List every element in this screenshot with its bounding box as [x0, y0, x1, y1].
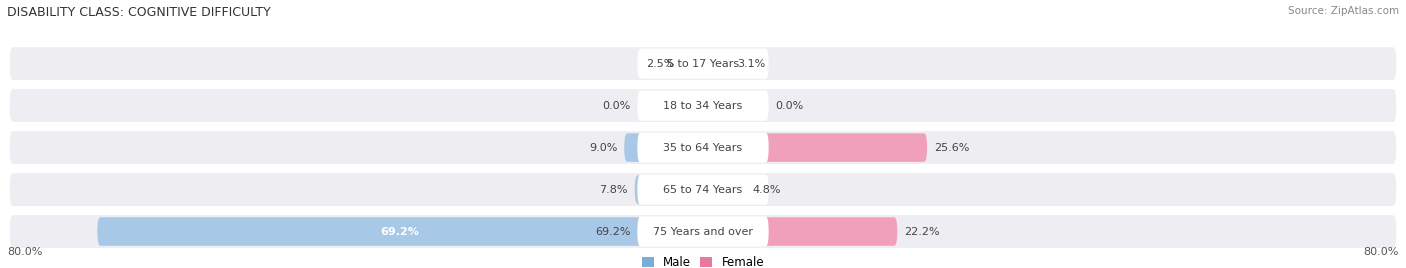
Text: 0.0%: 0.0% — [602, 100, 630, 111]
Text: 25.6%: 25.6% — [934, 143, 970, 152]
Text: 2.5%: 2.5% — [645, 59, 673, 69]
Text: 4.8%: 4.8% — [752, 185, 780, 195]
FancyBboxPatch shape — [10, 47, 1396, 80]
Text: 3.1%: 3.1% — [737, 59, 765, 69]
FancyBboxPatch shape — [637, 217, 769, 247]
FancyBboxPatch shape — [10, 215, 1396, 248]
FancyBboxPatch shape — [703, 49, 730, 78]
Text: 0.0%: 0.0% — [776, 100, 804, 111]
Text: 75 Years and over: 75 Years and over — [652, 226, 754, 237]
Text: DISABILITY CLASS: COGNITIVE DIFFICULTY: DISABILITY CLASS: COGNITIVE DIFFICULTY — [7, 6, 271, 19]
Text: Source: ZipAtlas.com: Source: ZipAtlas.com — [1288, 6, 1399, 16]
Legend: Male, Female: Male, Female — [641, 256, 765, 268]
Text: 22.2%: 22.2% — [904, 226, 941, 237]
FancyBboxPatch shape — [703, 133, 927, 162]
FancyBboxPatch shape — [624, 133, 703, 162]
FancyBboxPatch shape — [97, 217, 703, 246]
Text: 18 to 34 Years: 18 to 34 Years — [664, 100, 742, 111]
FancyBboxPatch shape — [703, 217, 897, 246]
Text: 7.8%: 7.8% — [599, 185, 627, 195]
Text: 9.0%: 9.0% — [589, 143, 617, 152]
FancyBboxPatch shape — [637, 91, 769, 121]
Text: 80.0%: 80.0% — [1364, 247, 1399, 257]
FancyBboxPatch shape — [637, 49, 769, 79]
FancyBboxPatch shape — [10, 89, 1396, 122]
FancyBboxPatch shape — [634, 175, 703, 204]
Text: 35 to 64 Years: 35 to 64 Years — [664, 143, 742, 152]
FancyBboxPatch shape — [703, 175, 745, 204]
FancyBboxPatch shape — [637, 174, 769, 205]
Text: 80.0%: 80.0% — [7, 247, 42, 257]
FancyBboxPatch shape — [10, 173, 1396, 206]
FancyBboxPatch shape — [637, 132, 769, 163]
Text: 65 to 74 Years: 65 to 74 Years — [664, 185, 742, 195]
Text: 5 to 17 Years: 5 to 17 Years — [666, 59, 740, 69]
Text: 69.2%: 69.2% — [595, 226, 630, 237]
FancyBboxPatch shape — [681, 49, 703, 78]
Text: 69.2%: 69.2% — [381, 226, 419, 237]
FancyBboxPatch shape — [10, 131, 1396, 164]
